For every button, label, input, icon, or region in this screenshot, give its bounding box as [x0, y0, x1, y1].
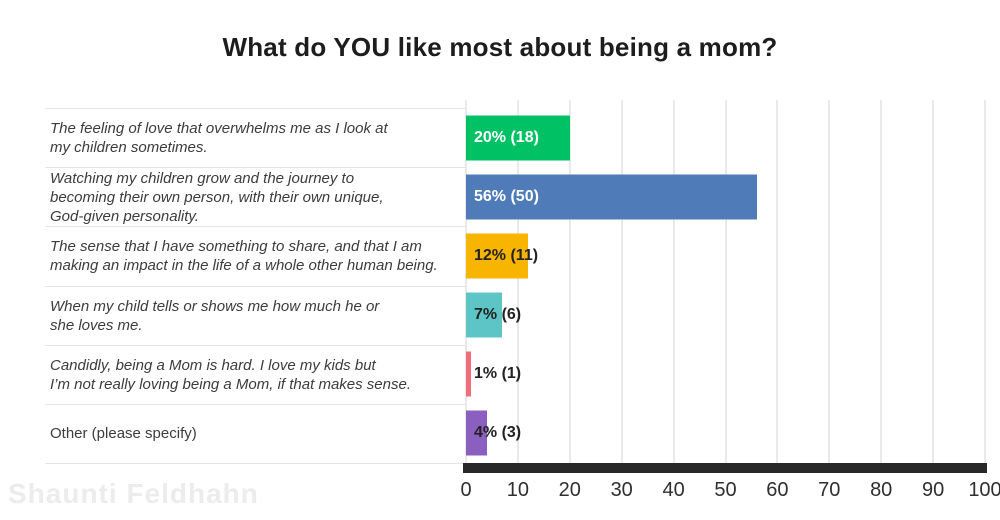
- x-tick-label: 40: [662, 479, 685, 501]
- value-label: 56% (50): [474, 187, 539, 205]
- gridline: [828, 100, 831, 463]
- gridline: [776, 100, 779, 463]
- value-label: 4% (3): [474, 424, 522, 442]
- chart-row: Candidly, being a Mom is hard. I love my…: [45, 344, 985, 404]
- x-tick-label: 0: [460, 479, 472, 501]
- gridline: [984, 100, 986, 463]
- label-column-bottom-divider: [45, 463, 466, 464]
- category-label: Other (please specify): [45, 403, 466, 463]
- x-tick-label: 80: [870, 479, 893, 501]
- x-tick-label: 10: [506, 479, 530, 501]
- chart-row: The feeling of love that overwhelms me a…: [45, 108, 985, 167]
- value-label: 1% (1): [474, 365, 522, 383]
- gridlines: [465, 100, 986, 463]
- bar-track: 1% (1): [466, 345, 985, 404]
- bar: [466, 410, 487, 456]
- bar: [466, 115, 570, 161]
- x-tick-label: 30: [610, 479, 633, 501]
- chart-title: What do YOU like most about being a mom?: [222, 32, 778, 62]
- category-label: When my child tells or shows me how much…: [45, 285, 466, 345]
- x-tick-label: 50: [714, 479, 737, 501]
- gridline: [880, 100, 883, 463]
- x-tick-label: 20: [558, 479, 581, 501]
- category-label: The sense that I have something to share…: [45, 226, 466, 285]
- x-tick-label: 100: [968, 479, 1000, 501]
- value-label: 7% (6): [474, 306, 522, 324]
- bar-track: 7% (6): [466, 286, 985, 345]
- chart-row: Watching my children grow and the journe…: [45, 167, 985, 226]
- gridline: [932, 100, 935, 463]
- bar-track: 12% (11): [466, 226, 985, 285]
- gridline: [672, 100, 675, 463]
- bar: [466, 292, 503, 338]
- category-label: Watching my children grow and the journe…: [45, 167, 466, 226]
- chart-row: The sense that I have something to share…: [45, 226, 985, 285]
- x-tick-label: 90: [921, 479, 945, 501]
- gridline: [465, 100, 467, 463]
- category-label: Candidly, being a Mom is hard. I love my…: [45, 344, 466, 404]
- x-tick-label: 60: [766, 479, 789, 501]
- bar: [466, 174, 757, 220]
- category-label: The feeling of love that overwhelms me a…: [45, 108, 466, 167]
- x-axis-ticks: 0 10 20 30 40 50 60 70 80 90 100: [460, 479, 1000, 507]
- bar-track: 56% (50): [466, 167, 985, 226]
- value-label: 12% (11): [474, 246, 539, 264]
- bar: [466, 351, 472, 397]
- x-tick-label: 70: [818, 479, 841, 501]
- x-axis-line: [463, 463, 987, 473]
- value-label: 20% (18): [474, 128, 539, 146]
- bar-track: 4% (3): [466, 404, 985, 463]
- bar: [466, 233, 529, 279]
- bar-rows: The feeling of love that overwhelms me a…: [45, 108, 985, 463]
- gridline: [620, 100, 623, 463]
- watermark-text: Shaunti Feldhahn: [8, 478, 259, 509]
- gridline: [724, 100, 727, 463]
- bar-track: 20% (18): [466, 108, 985, 167]
- chart-row: When my child tells or shows me how much…: [45, 285, 985, 345]
- chart-row: Other (please specify) 4% (3): [45, 403, 985, 463]
- gridline: [568, 100, 571, 463]
- gridline: [516, 100, 519, 463]
